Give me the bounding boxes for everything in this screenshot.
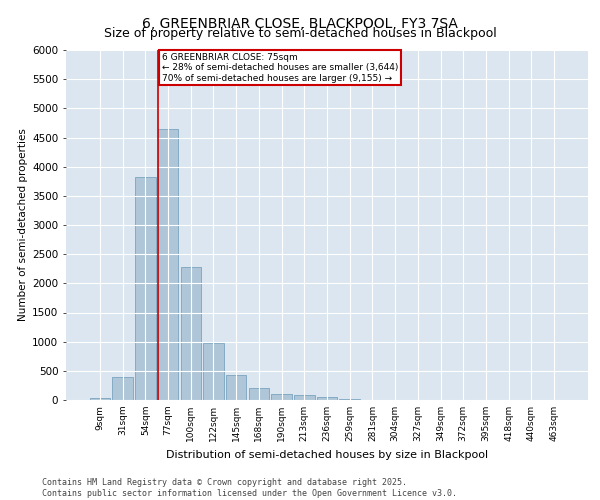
- Bar: [271, 394, 292, 400]
- Bar: [294, 396, 314, 400]
- Text: Contains HM Land Registry data © Crown copyright and database right 2025.
Contai: Contains HM Land Registry data © Crown c…: [42, 478, 457, 498]
- Bar: [226, 375, 247, 400]
- Bar: [135, 177, 155, 400]
- Text: Size of property relative to semi-detached houses in Blackpool: Size of property relative to semi-detach…: [104, 28, 496, 40]
- Y-axis label: Number of semi-detached properties: Number of semi-detached properties: [18, 128, 28, 322]
- Bar: [317, 397, 337, 400]
- Bar: [90, 398, 110, 400]
- Bar: [248, 388, 269, 400]
- Text: 6, GREENBRIAR CLOSE, BLACKPOOL, FY3 7SA: 6, GREENBRIAR CLOSE, BLACKPOOL, FY3 7SA: [142, 18, 458, 32]
- Bar: [158, 130, 178, 400]
- X-axis label: Distribution of semi-detached houses by size in Blackpool: Distribution of semi-detached houses by …: [166, 450, 488, 460]
- Bar: [203, 344, 224, 400]
- Bar: [181, 267, 201, 400]
- Bar: [112, 377, 133, 400]
- Text: 6 GREENBRIAR CLOSE: 75sqm
← 28% of semi-detached houses are smaller (3,644)
70% : 6 GREENBRIAR CLOSE: 75sqm ← 28% of semi-…: [162, 53, 398, 82]
